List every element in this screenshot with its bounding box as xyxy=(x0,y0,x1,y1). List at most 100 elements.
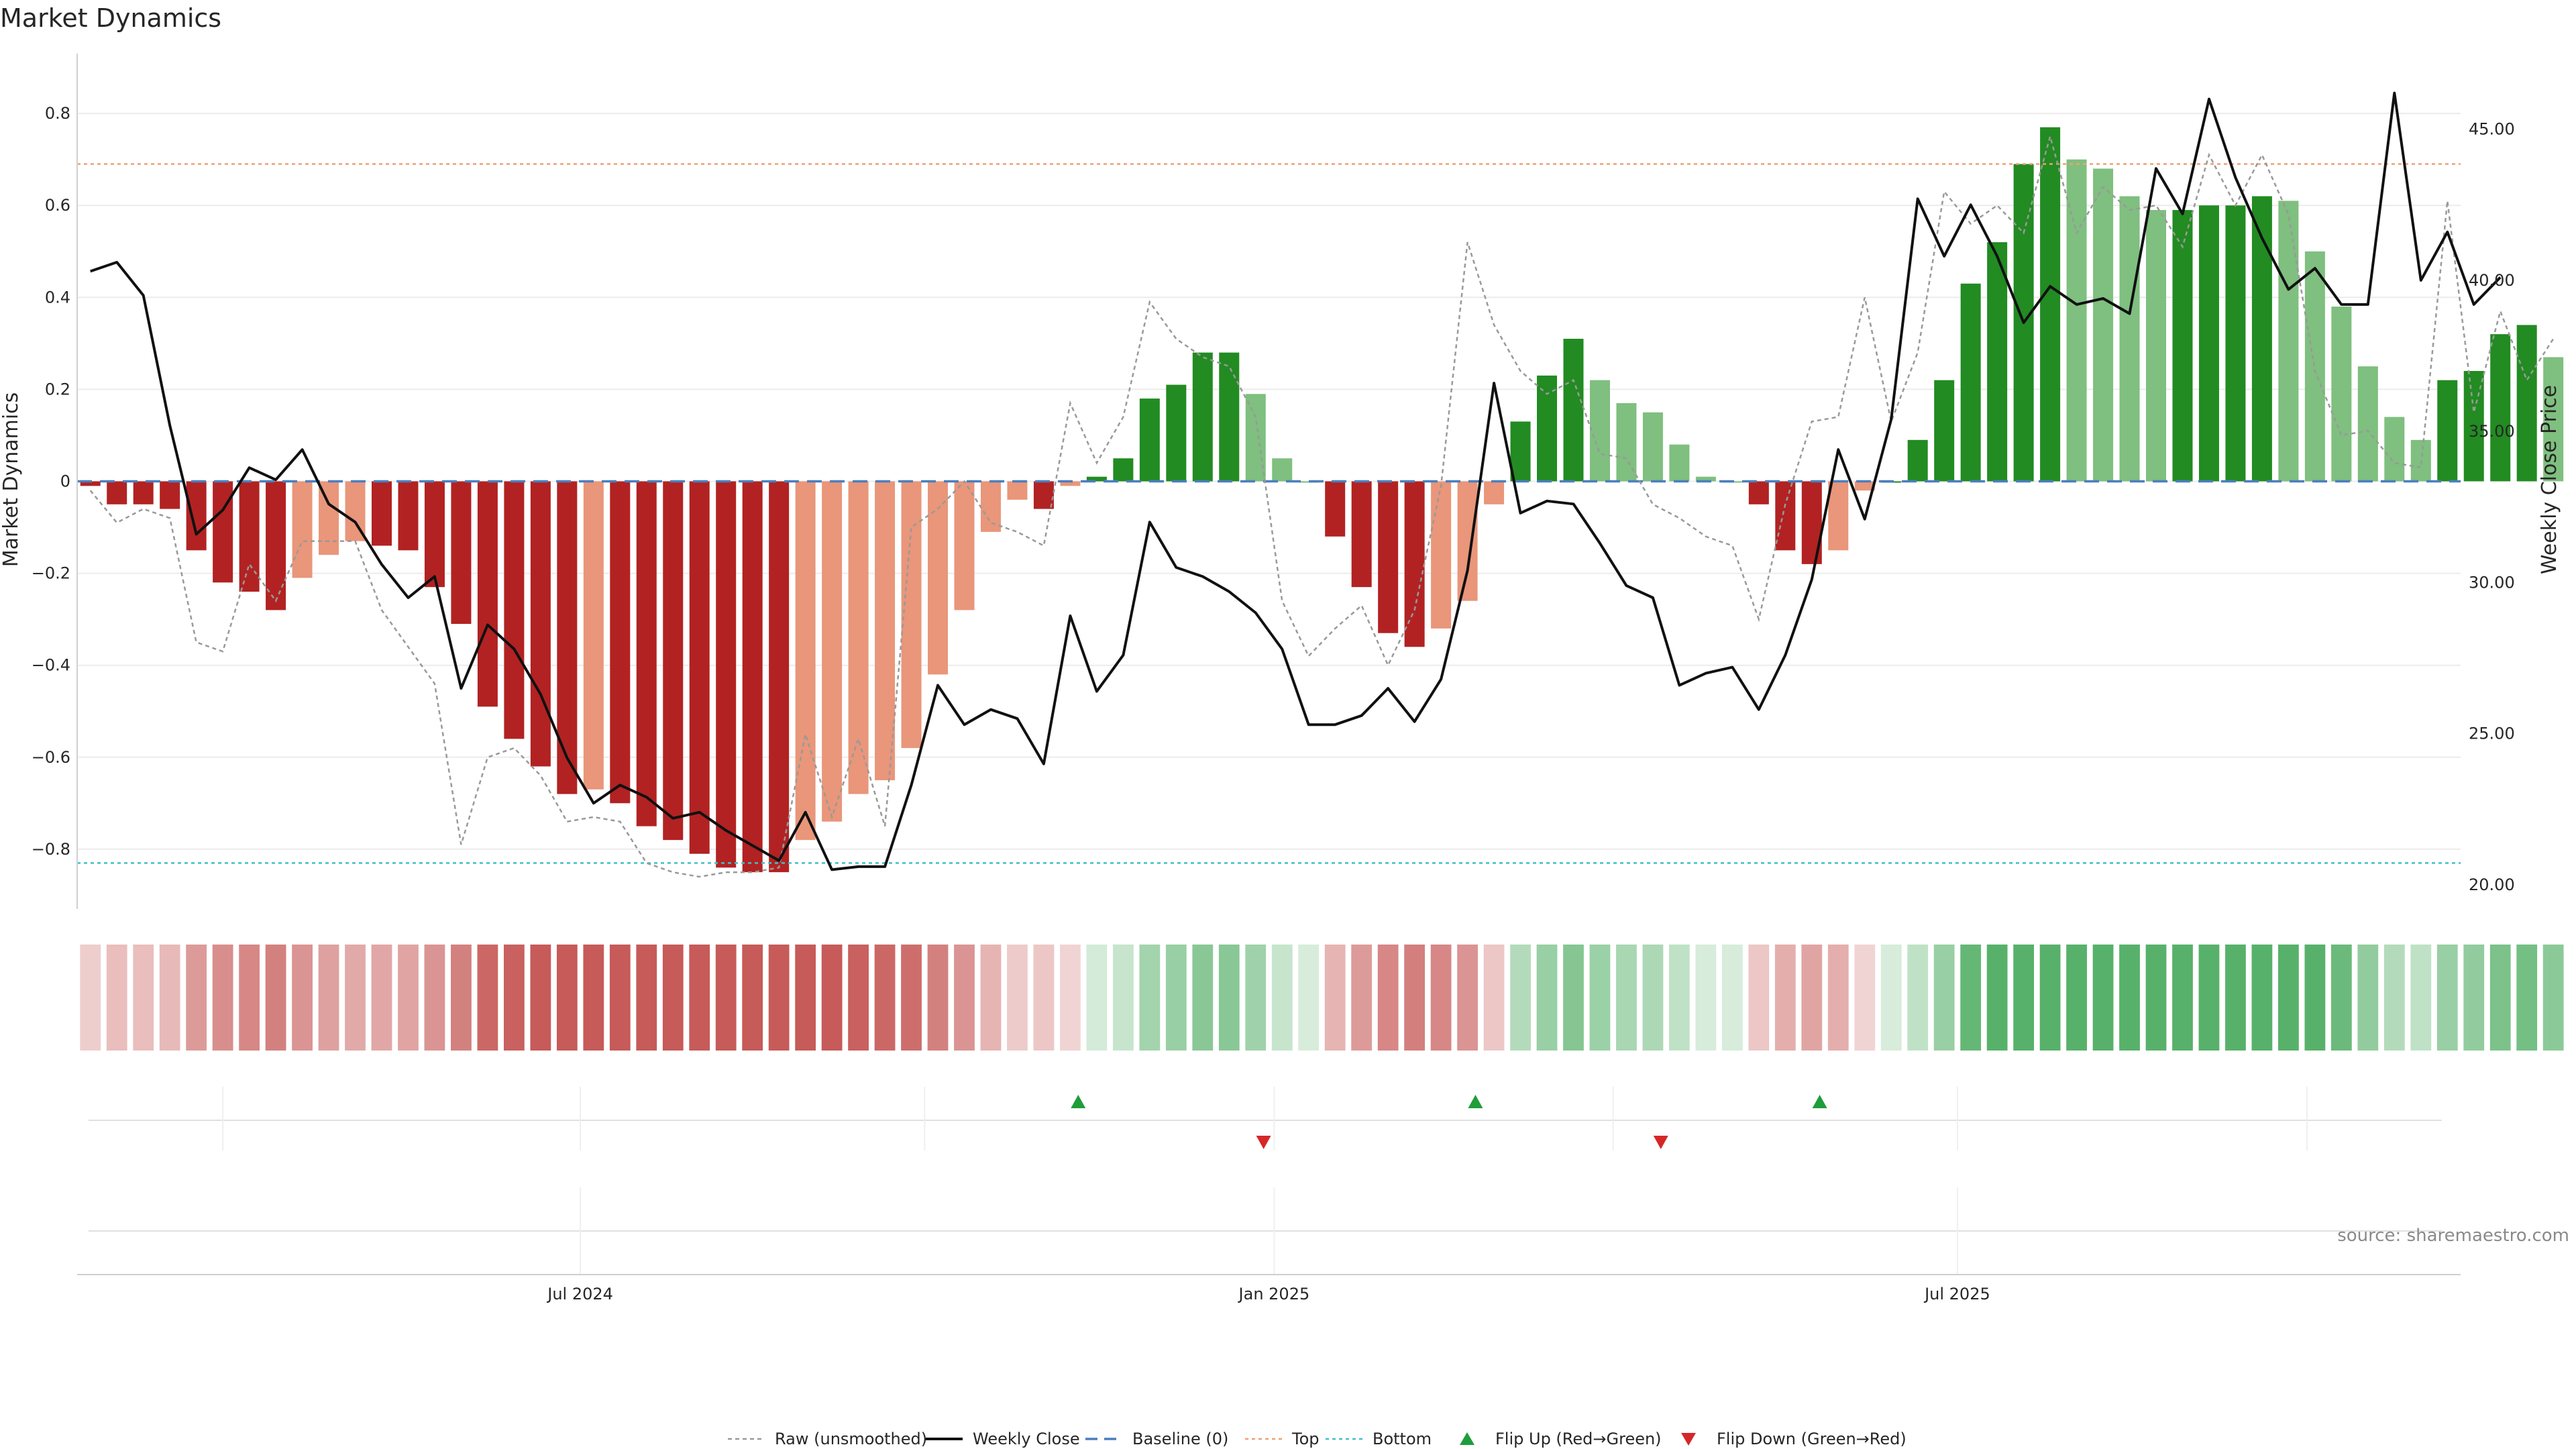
momentum-bar xyxy=(583,481,604,790)
momentum-bar xyxy=(1616,402,1637,482)
momentum-bar xyxy=(1775,481,1796,551)
strip-cell xyxy=(2436,945,2458,1051)
momentum-bar xyxy=(1642,412,1663,482)
strip-cell xyxy=(1563,945,1584,1051)
right-tick-label: 25.00 xyxy=(2469,724,2515,743)
strip-cell xyxy=(159,945,180,1051)
momentum-bar xyxy=(928,481,949,675)
strip-cell xyxy=(609,945,631,1051)
strip-cell xyxy=(2277,945,2299,1051)
left-tick-label: −0.8 xyxy=(32,840,70,859)
strip-cell xyxy=(2013,945,2035,1051)
left-tick-label: 0.4 xyxy=(45,288,70,307)
momentum-bar xyxy=(239,481,260,592)
strip-cell xyxy=(212,945,233,1051)
strip-cell xyxy=(239,945,260,1051)
momentum-bar xyxy=(2172,210,2193,482)
strip-cell xyxy=(2410,945,2432,1051)
strip-cell xyxy=(477,945,498,1051)
momentum-bar xyxy=(1484,481,1505,504)
strip-cell xyxy=(318,945,339,1051)
momentum-bar xyxy=(636,481,657,826)
series-lines xyxy=(89,91,2555,878)
strip-cell xyxy=(186,945,207,1051)
momentum-bar xyxy=(1907,439,1928,482)
right-tick-label: 45.00 xyxy=(2469,120,2515,139)
strip-cell xyxy=(1351,945,1373,1051)
strip-cell xyxy=(80,945,101,1051)
momentum-bar xyxy=(610,481,631,804)
strip-cell xyxy=(927,945,949,1051)
strip-cell xyxy=(371,945,392,1051)
momentum-bar xyxy=(980,481,1001,532)
momentum-bar xyxy=(1404,481,1425,647)
strip-cell xyxy=(742,945,763,1051)
strip-cell xyxy=(2330,945,2352,1051)
strip-cell xyxy=(1324,945,1346,1051)
main-panel: 0.8 0.6 0.4 0.2 0 −0.2 −0.4 −0.6 −0.8 45.00 40.00… xyxy=(0,54,2564,909)
strip-cell xyxy=(2145,945,2167,1051)
x-tick-label: Jan 2025 xyxy=(1238,1285,1310,1303)
momentum-bar xyxy=(1166,384,1187,482)
raw-line xyxy=(89,133,2555,878)
momentum-bar xyxy=(160,481,180,509)
momentum-bar xyxy=(1086,476,1107,482)
momentum-bar xyxy=(795,481,816,841)
momentum-bar xyxy=(2304,251,2325,482)
strip-cell xyxy=(689,945,710,1051)
legend-label: Bottom xyxy=(1373,1430,1432,1448)
momentum-bar xyxy=(319,481,339,555)
momentum-bar xyxy=(1113,458,1134,482)
momentum-bar xyxy=(1748,481,1769,504)
flip-down-marker xyxy=(1653,1136,1668,1149)
strip-cell xyxy=(1483,945,1505,1051)
strip-cell xyxy=(2357,945,2379,1051)
lower-panel xyxy=(89,1187,2442,1275)
momentum-bar xyxy=(1192,352,1213,482)
momentum-bar xyxy=(1033,481,1054,509)
momentum-bar xyxy=(1537,375,1558,482)
strip-cell xyxy=(1801,945,1823,1051)
strip-cell xyxy=(2383,945,2405,1051)
momentum-bar xyxy=(2490,334,2511,482)
strip-cell xyxy=(1748,945,1770,1051)
strip-cell xyxy=(1060,945,1081,1051)
left-tick-label: 0.8 xyxy=(45,104,70,123)
momentum-bar xyxy=(371,481,392,546)
strip-cell xyxy=(1271,945,1293,1051)
strip-cell xyxy=(424,945,445,1051)
x-axis: Jul 2024 Jan 2025 Jul 2025 xyxy=(77,1274,2461,1303)
strip-cell xyxy=(583,945,604,1051)
momentum-bar xyxy=(2437,380,2458,482)
momentum-bar xyxy=(504,481,525,739)
strip-cell xyxy=(1112,945,1134,1051)
chart-title: Market Dynamics xyxy=(0,3,221,33)
strip-cell xyxy=(1669,945,1690,1051)
strip-cell xyxy=(451,945,472,1051)
strip-cell xyxy=(2304,945,2326,1051)
left-y-axis: 0.8 0.6 0.4 0.2 0 −0.2 −0.4 −0.6 −0.8 xyxy=(32,54,78,909)
momentum-bar xyxy=(1219,352,1240,482)
legend-label: Baseline (0) xyxy=(1132,1430,1228,1448)
strip-cell xyxy=(2489,945,2511,1051)
momentum-bar xyxy=(2040,127,2061,482)
flip-up-marker xyxy=(1071,1095,1086,1108)
momentum-bar xyxy=(266,481,286,610)
momentum-bars xyxy=(80,127,2564,873)
left-axis-label: Market Dynamics xyxy=(0,392,23,568)
strip-cell xyxy=(2198,945,2220,1051)
left-tick-label: −0.6 xyxy=(32,748,70,767)
momentum-bar xyxy=(1325,481,1346,537)
strip-cell xyxy=(662,945,684,1051)
momentum-bar xyxy=(1934,380,1955,482)
strip-cell xyxy=(1536,945,1558,1051)
strip-cell xyxy=(1589,945,1611,1051)
strip-cell xyxy=(954,945,975,1051)
momentum-bar xyxy=(2251,196,2272,482)
flip-markers-panel xyxy=(89,1087,2442,1150)
momentum-bar xyxy=(1695,476,1716,482)
strip-cell xyxy=(2463,945,2485,1051)
left-tick-label: 0.2 xyxy=(45,380,70,398)
legend-swatch-flip-up xyxy=(1460,1432,1474,1445)
